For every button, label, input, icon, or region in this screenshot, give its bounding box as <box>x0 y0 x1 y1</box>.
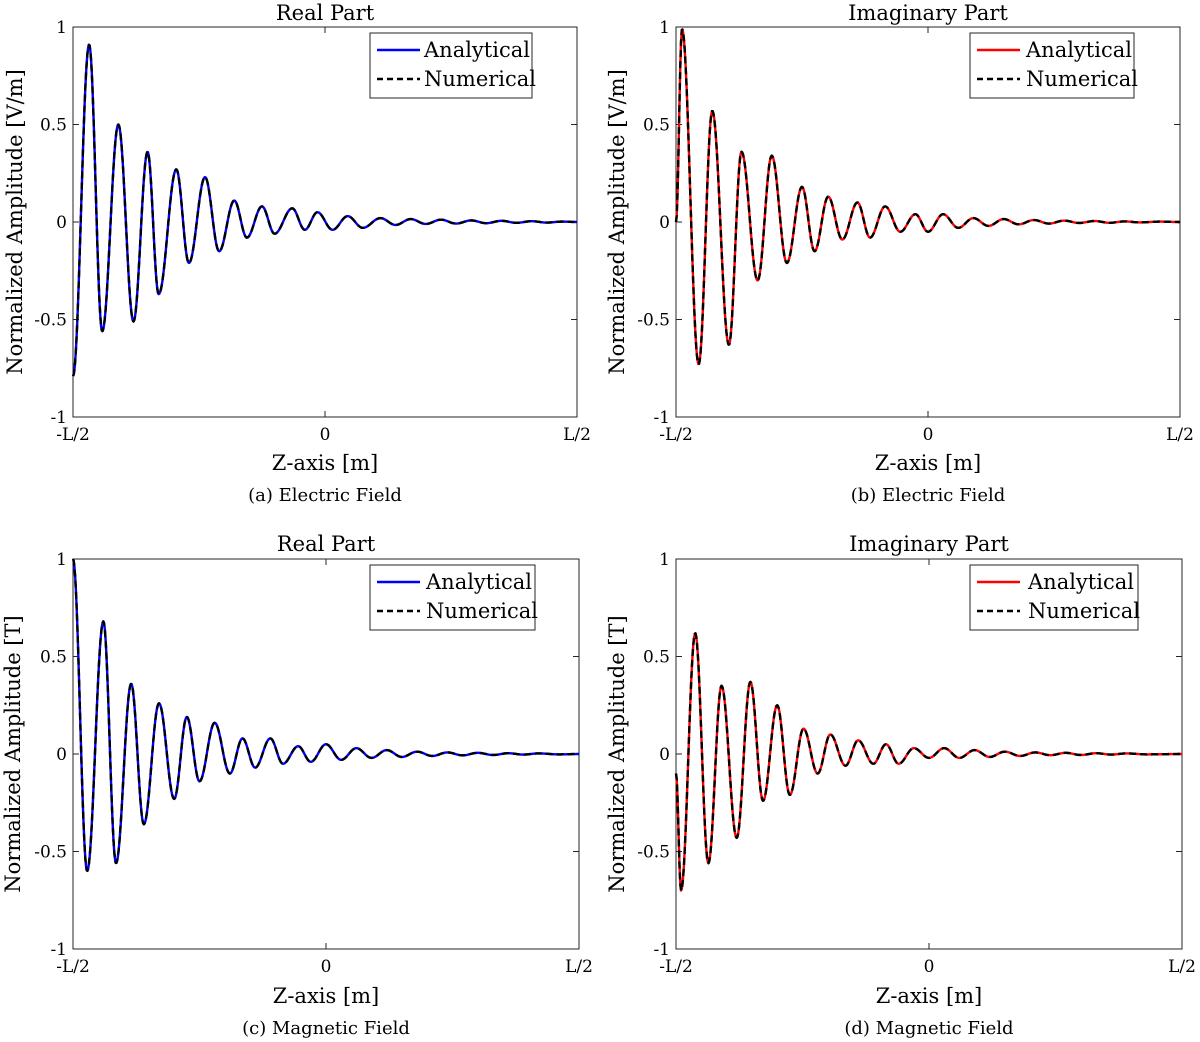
y-tick-label: -0.5 <box>637 311 670 331</box>
axis-ticks: -1 -0.5 0 0.5 1 -L/2 0 L/2 <box>34 18 591 445</box>
x-axis-title: Z-axis [m] <box>272 451 379 475</box>
legend: Analytical Numerical <box>969 564 1140 631</box>
legend-box <box>369 564 536 631</box>
x-tick-label: L/2 <box>563 425 591 445</box>
axis-ticks: -1 -0.5 0 0.5 1 -L/2 0 L/2 <box>637 550 1196 977</box>
series-numerical-line <box>674 632 1183 892</box>
legend-label-numerical: Numerical <box>1028 599 1140 623</box>
y-tick-label: 1 <box>56 550 67 570</box>
panel-title: Real Part <box>277 532 376 556</box>
legend-label-numerical: Numerical <box>424 67 536 91</box>
x-tick-label: L/2 <box>565 957 593 977</box>
y-tick-label: 1 <box>659 18 670 38</box>
y-axis-title: Normalized Amplitude [V/m] <box>3 69 27 375</box>
x-axis-title: Z-axis [m] <box>875 451 982 475</box>
x-tick-label: -L/2 <box>659 425 693 445</box>
legend-box <box>369 32 533 99</box>
panel-caption: (a) Electric Field <box>248 485 402 506</box>
legend-label-analytical: Analytical <box>1027 570 1134 594</box>
legend-label-analytical: Analytical <box>423 38 530 62</box>
x-tick-label: -L/2 <box>56 425 90 445</box>
legend: Analytical Numerical <box>969 32 1138 99</box>
x-tick-label: 0 <box>321 957 332 977</box>
panel-c-magnetic-real: -1 -0.5 0 0.5 1 -L/2 0 L/2 Real Part Z-axis [m]… <box>1 532 593 1039</box>
x-tick-label: -L/2 <box>659 957 693 977</box>
y-tick-label: 0.5 <box>643 116 670 136</box>
y-tick-label: 1 <box>659 550 670 570</box>
legend-box <box>969 32 1135 99</box>
x-tick-label: 0 <box>924 957 935 977</box>
series-group <box>674 28 1181 366</box>
panel-caption: (b) Electric Field <box>851 485 1006 506</box>
y-tick-label: 0 <box>56 745 67 765</box>
y-tick-label: 0.5 <box>40 648 67 668</box>
panel-title: Imaginary Part <box>848 1 1008 25</box>
x-axis-title: Z-axis [m] <box>876 984 983 1008</box>
series-group <box>71 43 578 377</box>
series-numerical-line <box>674 28 1181 366</box>
panel-a-electric-real: -1 -0.5 0 0.5 1 -L/2 0 L/2 Real Part Z-axis [m]… <box>3 1 591 506</box>
x-axis-title: Z-axis [m] <box>273 984 380 1008</box>
x-tick-label: L/2 <box>1168 957 1196 977</box>
y-tick-label: -0.5 <box>34 311 67 331</box>
panel-caption: (c) Magnetic Field <box>242 1018 410 1039</box>
panel-title: Imaginary Part <box>849 532 1009 556</box>
x-tick-label: L/2 <box>1166 425 1194 445</box>
y-axis-title: Normalized Amplitude [T] <box>605 615 629 892</box>
x-tick-label: 0 <box>320 425 331 445</box>
panel-title: Real Part <box>276 1 375 25</box>
x-tick-label: 0 <box>923 425 934 445</box>
legend-label-analytical: Analytical <box>425 570 532 594</box>
y-axis-title: Normalized Amplitude [T] <box>1 615 25 892</box>
y-tick-label: -1 <box>50 408 67 428</box>
y-tick-label: -1 <box>653 940 670 960</box>
legend-box <box>969 564 1139 631</box>
legend-label-analytical: Analytical <box>1025 38 1132 62</box>
x-tick-label: -L/2 <box>56 957 90 977</box>
y-tick-label: 0 <box>56 213 67 233</box>
series-numerical-line <box>71 43 578 377</box>
y-tick-label: -1 <box>653 408 670 428</box>
legend-label-numerical: Numerical <box>1026 67 1138 91</box>
y-tick-label: 0.5 <box>643 648 670 668</box>
legend-label-numerical: Numerical <box>426 599 538 623</box>
axis-ticks: -1 -0.5 0 0.5 1 -L/2 0 L/2 <box>34 550 593 977</box>
legend: Analytical Numerical <box>369 32 536 99</box>
panel-caption: (d) Magnetic Field <box>844 1018 1013 1039</box>
series-group <box>71 558 580 872</box>
y-tick-label: -0.5 <box>637 843 670 863</box>
axis-ticks: -1 -0.5 0 0.5 1 -L/2 0 L/2 <box>637 18 1194 445</box>
y-tick-label: -1 <box>50 940 67 960</box>
y-tick-label: 0 <box>659 745 670 765</box>
series-numerical-line <box>71 558 580 872</box>
panel-d-magnetic-imaginary: -1 -0.5 0 0.5 1 -L/2 0 L/2 Imaginary Part Z-axi… <box>605 532 1196 1039</box>
y-tick-label: 0.5 <box>40 116 67 136</box>
panel-b-electric-imaginary: -1 -0.5 0 0.5 1 -L/2 0 L/2 Imaginary Part Z-axi… <box>605 1 1194 506</box>
y-tick-label: 1 <box>56 18 67 38</box>
series-group <box>674 632 1183 892</box>
y-tick-label: -0.5 <box>34 843 67 863</box>
y-axis-title: Normalized Amplitude [V/m] <box>605 69 629 375</box>
legend: Analytical Numerical <box>369 564 538 631</box>
y-tick-label: 0 <box>659 213 670 233</box>
